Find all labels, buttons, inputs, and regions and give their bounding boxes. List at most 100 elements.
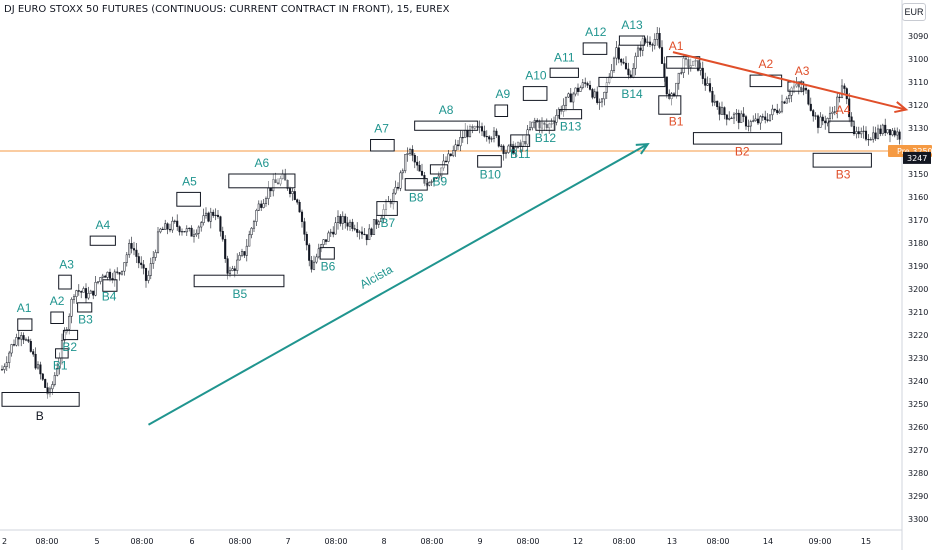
zone-box-b10 <box>477 155 502 168</box>
zone-label-b3: B3 <box>836 168 851 182</box>
zone-label-a3: A3 <box>59 257 74 271</box>
candle-body <box>154 252 157 258</box>
candle-body <box>360 231 364 235</box>
zone-label-b9: B9 <box>433 175 448 189</box>
candle-body <box>84 288 88 299</box>
candle-body <box>516 142 520 148</box>
candle-body <box>641 38 644 51</box>
time-tick-label: 09:00 <box>808 537 831 546</box>
time-tick-label: 7 <box>285 537 290 546</box>
zone-label-a9: A9 <box>496 87 511 101</box>
candle-body <box>586 83 589 86</box>
candle-body <box>732 113 736 119</box>
candle-body <box>437 175 440 179</box>
candle-body <box>190 227 193 237</box>
candle-body <box>423 175 426 184</box>
price-tick-label: 3130 <box>908 124 928 133</box>
candle-body <box>682 58 685 74</box>
candle-body <box>548 123 551 129</box>
last-price-text: 3247 <box>907 154 927 163</box>
candle-body <box>728 117 731 120</box>
zone-box-a1 <box>17 318 33 331</box>
candle-body <box>260 203 263 208</box>
candle-body <box>348 221 352 227</box>
candle-body <box>821 116 824 122</box>
candle-body <box>555 115 558 123</box>
candle-body <box>524 141 527 145</box>
zone-label-a7: A7 <box>374 122 389 136</box>
zone-box-b3 <box>812 152 872 168</box>
candle-body <box>17 337 20 340</box>
candle-body <box>720 107 724 115</box>
candle-body <box>708 83 712 92</box>
zone-label-b1: B1 <box>53 359 68 373</box>
candle-body <box>797 83 800 88</box>
candle-body <box>104 275 107 278</box>
zone-box-b6 <box>319 247 335 260</box>
candle-body <box>118 272 121 275</box>
candle-body <box>252 221 256 229</box>
candle-body <box>293 191 296 200</box>
candle-body <box>99 277 102 282</box>
zone-box-b2 <box>692 132 783 145</box>
zone-label-b6: B6 <box>321 260 336 274</box>
zone-label-b12: B12 <box>535 131 557 145</box>
candle-body <box>485 136 488 138</box>
candle-body <box>579 87 582 92</box>
candle-body <box>204 212 208 216</box>
candle-body <box>0 369 4 371</box>
candle-body <box>171 220 174 231</box>
candle-body <box>68 315 71 330</box>
candle-body <box>495 130 498 136</box>
candle-body <box>723 107 726 116</box>
candle-body <box>449 153 452 156</box>
candle-body <box>135 249 138 257</box>
candle-body <box>334 222 337 235</box>
zone-label-b7: B7 <box>381 216 396 230</box>
candle-body <box>538 121 541 129</box>
candle-body <box>291 191 294 195</box>
price-tick-label: 3170 <box>908 216 928 225</box>
candle-body <box>5 362 8 367</box>
candle-body <box>372 219 376 235</box>
zone-box-a4 <box>828 120 855 134</box>
candle-body <box>20 335 23 340</box>
candle-body <box>130 243 133 249</box>
candle-body <box>699 67 702 71</box>
candle-body <box>461 137 464 139</box>
zone-label-b2: B2 <box>735 145 750 159</box>
candle-body <box>881 124 884 134</box>
candle-body <box>200 222 203 228</box>
candle-body <box>896 131 899 136</box>
candle-body <box>651 44 654 46</box>
candle-body <box>766 119 769 121</box>
candle-body <box>747 125 750 127</box>
candle-body <box>874 132 877 139</box>
candle-body <box>848 98 851 118</box>
candle-body <box>665 76 668 95</box>
candle-body <box>394 186 397 194</box>
candle-body <box>240 251 244 256</box>
candle-body <box>569 93 572 103</box>
candle-body <box>312 261 316 270</box>
candle-body <box>656 33 659 40</box>
candle-body <box>288 188 292 195</box>
candle-body <box>884 124 887 134</box>
price-tick-label: 3300 <box>908 515 928 524</box>
zone-box-a12 <box>582 42 608 55</box>
time-tick-label: 08:00 <box>35 537 58 546</box>
candle-body <box>660 47 664 64</box>
price-tick-label: 3180 <box>908 239 928 248</box>
candle-body <box>344 216 347 224</box>
price-tick-label: 3280 <box>908 469 928 478</box>
zone-box-b14 <box>598 76 666 88</box>
candle-body <box>778 110 781 114</box>
candle-body <box>704 78 707 86</box>
candle-body <box>833 111 836 113</box>
candle-body <box>872 132 875 140</box>
candle-body <box>416 161 419 166</box>
candle-body <box>783 101 786 104</box>
candle-body <box>92 290 95 296</box>
candle-body <box>454 144 457 151</box>
